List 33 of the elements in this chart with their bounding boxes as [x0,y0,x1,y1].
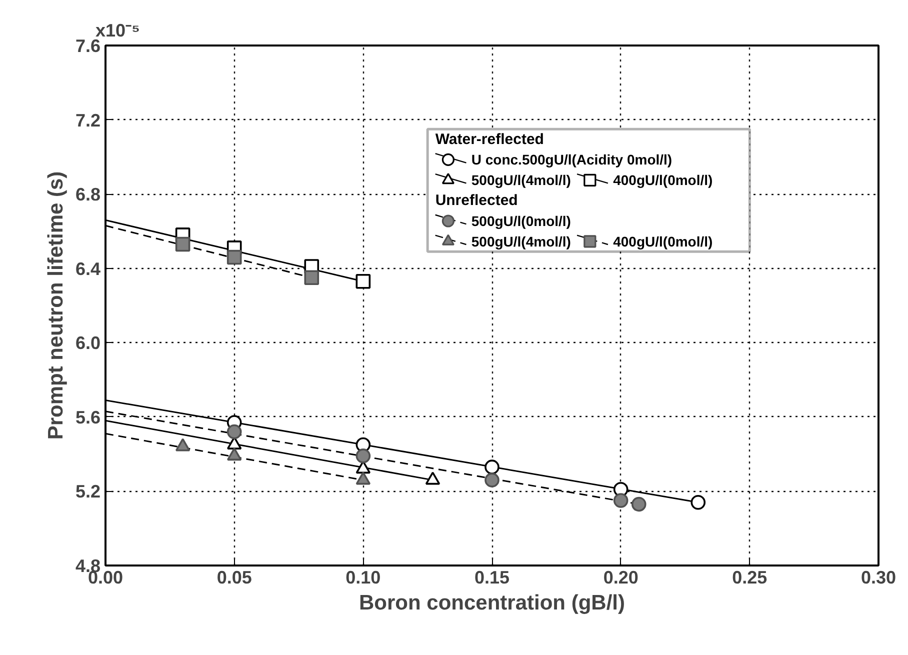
annotation: Water-reflected [435,130,544,148]
annotation: Unreflected [435,192,518,210]
y-tick-label: 5.6 [75,407,101,428]
y-tick-label: 7.2 [75,110,101,130]
point [484,472,500,488]
point [175,236,190,252]
x-tick-label: 0.25 [732,568,768,588]
x-axis-title: Boron concentration (gB/l) [359,592,626,614]
legend-label: 500gU/l(4mol/l) [471,233,571,250]
y-axis-title: Prompt neutron lifetime (s) [44,171,68,440]
x-tick-label: 0.10 [346,568,381,588]
x-tick-label: 0.05 [216,568,252,588]
point [356,448,371,464]
legend-label: 500gU/l(4mol/l) [471,172,571,188]
point [226,424,242,440]
y-tick-label: 6.0 [75,333,101,354]
x-tick-label: 0.20 [603,568,638,588]
point [304,270,320,286]
legend-label: 500gU/l(0mol/l) [471,213,571,229]
x-tick-label: 0.30 [860,568,896,588]
legend-label: U conc.500gU/l(Acidity 0mol/l) [471,152,672,168]
y-tick-label: 6.4 [75,258,101,279]
y-tick-label: 5.2 [75,482,101,502]
point [484,460,500,474]
point [631,496,646,512]
point [356,274,371,289]
point [613,493,628,508]
legend-label: 400gU/l(0mol/l) [613,172,713,188]
point [690,494,706,510]
x-tick-label: 0.15 [474,568,510,588]
y-tick-label: 6.8 [75,184,101,205]
point [226,250,242,265]
legend-label: 400gU/l(0mol/l) [613,233,713,250]
